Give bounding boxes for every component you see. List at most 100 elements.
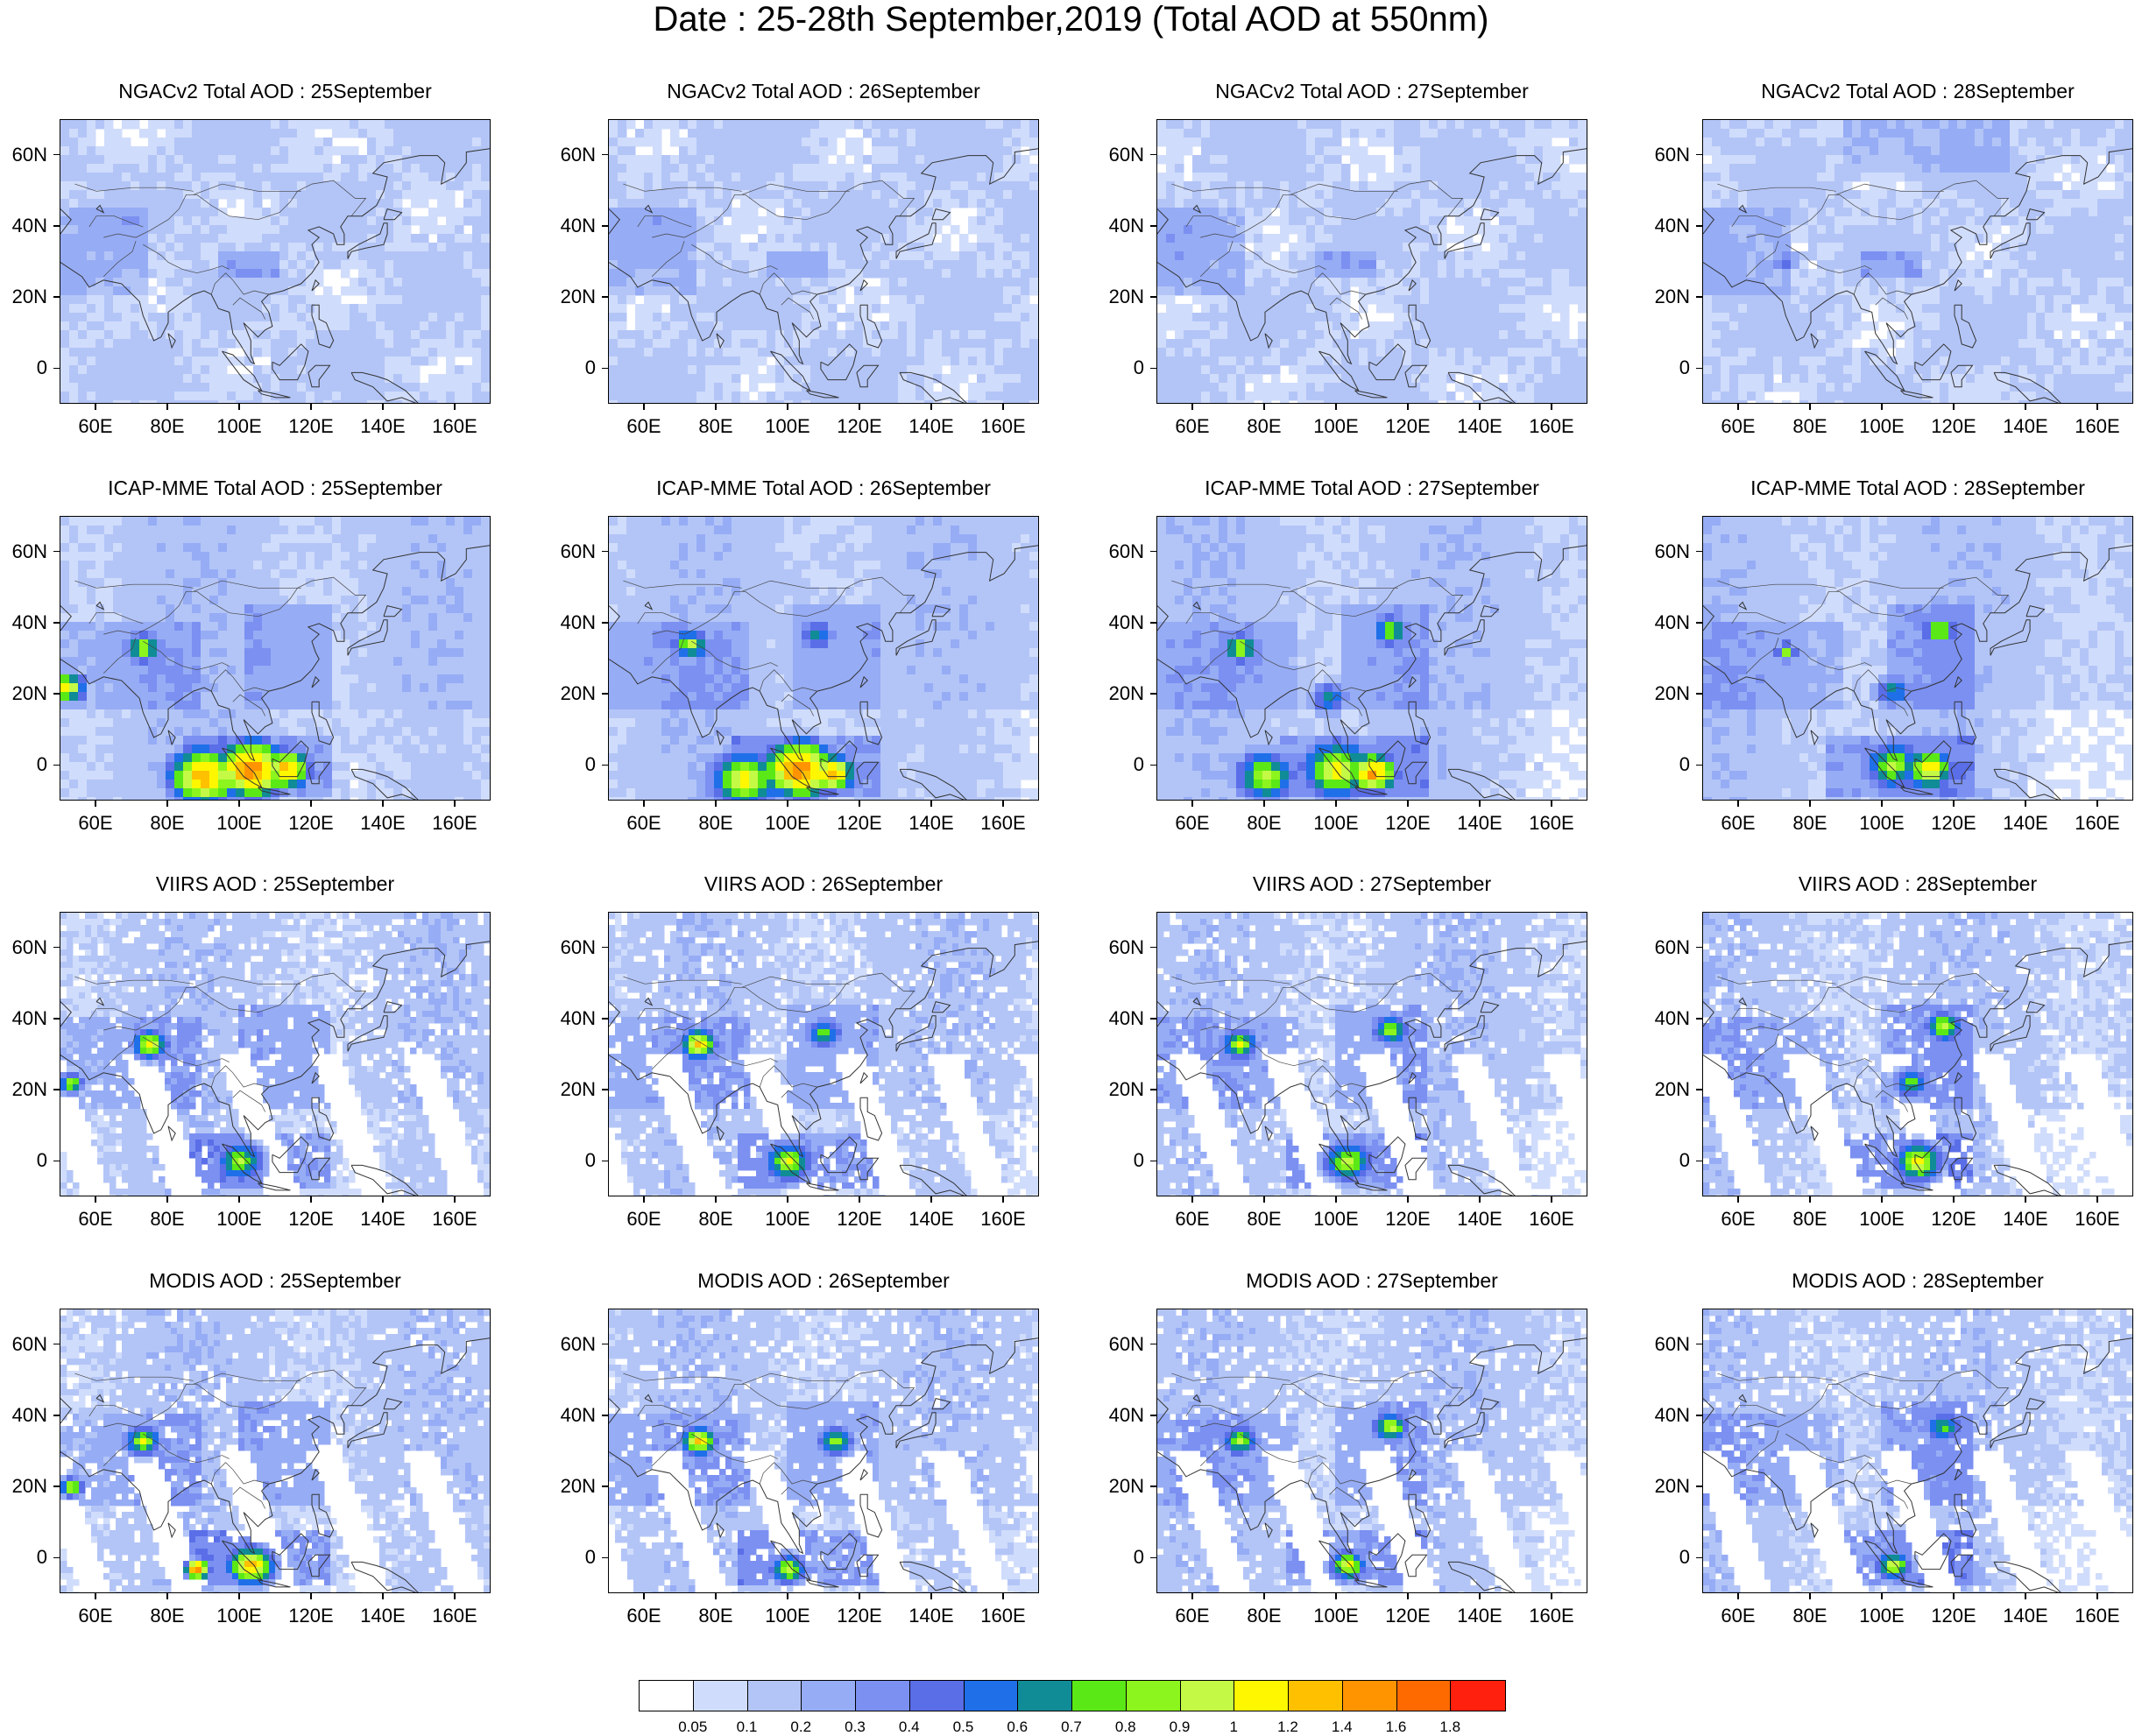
y-tick (1150, 622, 1156, 624)
y-tick-label: 20N (1641, 1476, 1690, 1497)
x-tick (643, 404, 645, 410)
y-tick-label: 60N (1095, 145, 1144, 166)
y-tick-label: 60N (1095, 541, 1144, 562)
x-tick-label: 80E (689, 1605, 742, 1627)
x-tick-label: 60E (1712, 813, 1764, 834)
panel-title: ICAP-MME Total AOD : 27September (1156, 476, 1587, 499)
x-tick-label: 160E (977, 1605, 1029, 1627)
y-tick-label: 40N (1641, 1008, 1690, 1029)
y-tick-label: 20N (0, 1079, 47, 1100)
colorbar-label: 0.6 (1007, 1718, 1028, 1736)
colorbar-swatch (1071, 1680, 1127, 1711)
x-tick (310, 801, 312, 807)
colorbar-swatch (1288, 1680, 1343, 1711)
y-tick-label: 0 (1641, 754, 1690, 775)
x-tick-label: 140E (357, 416, 409, 437)
y-tick (1150, 1018, 1156, 1020)
y-tick-label: 40N (1095, 1405, 1144, 1426)
x-tick-label: 100E (1856, 1209, 1908, 1230)
x-tick (1551, 1196, 1552, 1203)
x-tick-label: 80E (1784, 1209, 1836, 1230)
y-tick (53, 1557, 60, 1559)
panel-title: VIIRS AOD : 27September (1156, 872, 1587, 895)
x-tick (787, 404, 788, 410)
y-tick (1696, 1415, 1702, 1416)
y-tick (1150, 693, 1156, 695)
y-tick-label: 60N (1641, 1334, 1690, 1355)
y-tick (1150, 1415, 1156, 1416)
x-tick-label: 60E (618, 1605, 670, 1627)
x-tick-label: 120E (833, 813, 886, 834)
y-tick-label: 60N (547, 541, 596, 562)
x-tick (715, 404, 717, 410)
x-tick-label: 100E (761, 1209, 814, 1230)
x-tick (2096, 801, 2098, 807)
x-tick (1407, 404, 1409, 410)
y-tick (602, 765, 608, 766)
y-tick-label: 0 (547, 357, 596, 378)
panel-title: ICAP-MME Total AOD : 28September (1702, 476, 2133, 499)
x-tick (382, 801, 384, 807)
x-tick-label: 140E (1453, 416, 1506, 437)
colorbar-label: 1.6 (1386, 1718, 1407, 1736)
x-tick (1737, 404, 1739, 410)
y-tick (602, 1557, 608, 1559)
y-tick-label: 20N (1095, 1079, 1144, 1100)
x-tick (1002, 801, 1004, 807)
aod-field (609, 120, 1039, 404)
x-tick-label: 60E (1166, 813, 1219, 834)
x-tick (1737, 801, 1739, 807)
y-tick (602, 1344, 608, 1345)
y-tick-label: 40N (1641, 1405, 1690, 1426)
y-tick-label: 40N (547, 1405, 596, 1426)
y-tick-label: 40N (547, 1008, 596, 1029)
x-tick (859, 404, 860, 410)
x-tick (166, 801, 168, 807)
map-plot-area (1156, 119, 1587, 404)
y-tick (1150, 551, 1156, 553)
aod-field (1157, 913, 1587, 1196)
x-tick-label: 120E (1382, 1209, 1434, 1230)
aod-map (609, 517, 1039, 801)
x-tick-label: 140E (357, 1605, 409, 1627)
x-tick (715, 801, 717, 807)
x-tick-label: 160E (1525, 1209, 1578, 1230)
aod-map (609, 913, 1039, 1196)
y-tick (53, 368, 60, 370)
y-tick (1696, 296, 1702, 298)
y-tick (1696, 1344, 1702, 1345)
colorbar-swatch (639, 1680, 694, 1711)
y-tick-label: 0 (1641, 1547, 1690, 1568)
colorbar-label: 0.2 (790, 1718, 811, 1736)
x-tick-label: 160E (428, 1209, 481, 1230)
colorbar-swatch (747, 1680, 802, 1711)
x-tick-label: 140E (357, 1209, 409, 1230)
x-tick (1953, 1593, 1955, 1599)
x-tick (238, 801, 240, 807)
aod-map (1703, 517, 2133, 801)
x-tick (1407, 801, 1409, 807)
y-tick (1150, 1089, 1156, 1090)
aod-map (1157, 913, 1587, 1196)
map-plot-area (1702, 516, 2133, 801)
x-tick-label: 80E (141, 813, 194, 834)
x-tick (2096, 1196, 2098, 1203)
x-tick (1002, 1593, 1004, 1599)
y-tick-label: 60N (0, 145, 47, 166)
y-tick (53, 693, 60, 695)
x-tick (2096, 404, 2098, 410)
y-tick-label: 0 (1095, 754, 1144, 775)
aod-field (609, 1309, 1039, 1593)
x-tick (1407, 1593, 1409, 1599)
x-tick-label: 120E (285, 416, 337, 437)
x-tick (1881, 1196, 1883, 1203)
y-tick (53, 1485, 60, 1487)
y-tick (1150, 947, 1156, 949)
map-plot-area (60, 119, 491, 404)
y-tick-label: 60N (547, 145, 596, 166)
x-tick (715, 1196, 717, 1203)
colorbar-swatch (1126, 1680, 1181, 1711)
x-tick-label: 120E (833, 1209, 886, 1230)
x-tick (930, 404, 932, 410)
x-tick-label: 100E (761, 416, 814, 437)
